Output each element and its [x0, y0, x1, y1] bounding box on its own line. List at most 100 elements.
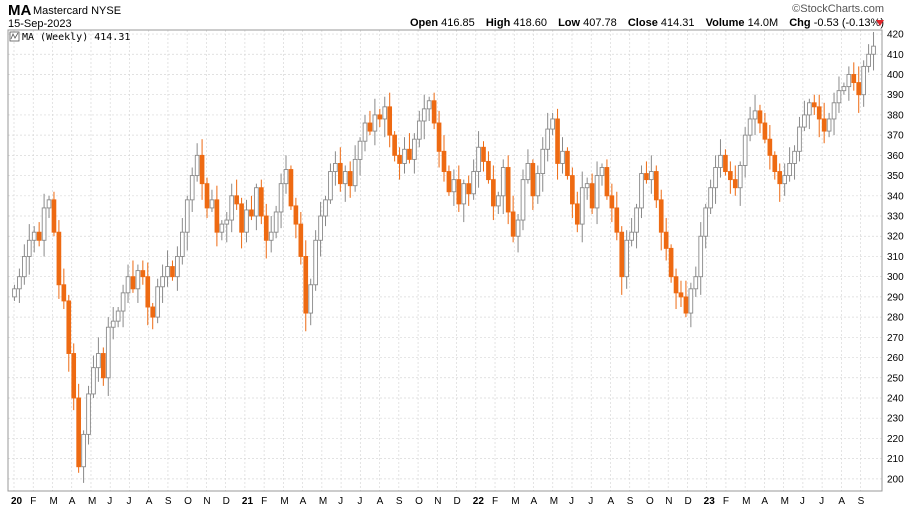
candle-body	[540, 148, 546, 175]
y-tick-label: 420	[887, 30, 904, 41]
y-tick-label: 380	[887, 110, 904, 121]
candle-body	[333, 162, 338, 172]
candle-body	[382, 106, 388, 120]
candle-body	[115, 310, 121, 322]
x-tick-label: 20	[11, 496, 23, 507]
candle-body	[619, 231, 625, 278]
candle-body	[71, 353, 77, 399]
candle-body	[293, 205, 299, 225]
company-name: Mastercard NYSE	[33, 5, 122, 17]
candle-body	[397, 154, 402, 164]
ohlc-readout: Open 416.85 High 418.60 Low 407.78 Close…	[402, 17, 884, 29]
candle-body	[254, 187, 259, 217]
candle-body	[668, 247, 674, 278]
candle-body	[821, 118, 827, 132]
x-tick-label: A	[607, 496, 614, 507]
candle-body	[387, 106, 393, 136]
x-tick-label: D	[223, 496, 230, 507]
candle-body	[752, 110, 758, 120]
candle-body	[713, 167, 718, 189]
candle-body	[145, 276, 151, 308]
candle-body	[491, 179, 496, 207]
candle-body	[471, 171, 476, 195]
candle-body	[150, 306, 156, 318]
x-tick-label: J	[819, 496, 824, 507]
low-value: 407.78	[583, 17, 617, 29]
candle-body	[772, 154, 778, 172]
candle-body	[244, 209, 249, 233]
candle-body	[836, 90, 842, 104]
candle-body	[91, 367, 96, 395]
candle-body	[747, 118, 753, 136]
candle-body	[12, 288, 17, 298]
x-tick-label: F	[723, 496, 729, 507]
down-triangle-icon	[876, 20, 884, 26]
candle-body	[708, 187, 713, 209]
volume-value: 14.0M	[747, 17, 779, 29]
candle-body	[249, 209, 254, 217]
candle-body	[101, 353, 106, 379]
y-tick-label: 360	[887, 151, 904, 162]
x-tick-label: D	[454, 496, 461, 507]
y-tick-label: 230	[887, 414, 904, 425]
x-tick-label: A	[761, 496, 768, 507]
x-tick-label: O	[415, 496, 423, 507]
x-tick-label: A	[146, 496, 153, 507]
candle-body	[856, 82, 862, 96]
candle-body	[737, 165, 743, 189]
candle-body	[318, 215, 323, 241]
x-tick-label: J	[800, 496, 805, 507]
candle-body	[683, 296, 689, 314]
candle-body	[456, 179, 462, 205]
x-tick-label: J	[126, 496, 131, 507]
y-tick-label: 320	[887, 232, 904, 243]
x-tick-label: 22	[473, 496, 485, 507]
y-tick-label: 280	[887, 313, 904, 324]
candle-body	[728, 171, 733, 181]
plot-frame	[7, 29, 883, 492]
candle-body	[510, 211, 516, 237]
candle-body	[407, 148, 412, 160]
y-tick-label: 370	[887, 131, 904, 142]
chg-label: Chg	[789, 17, 811, 29]
candle-body	[787, 162, 792, 177]
candle-body	[535, 173, 541, 197]
candle-body	[298, 223, 304, 257]
x-tick-label: N	[434, 496, 441, 507]
candle-body	[446, 171, 452, 193]
candle-body	[160, 276, 165, 288]
x-tick-label: J	[357, 496, 362, 507]
x-tick-label: M	[550, 496, 558, 507]
candle-body	[46, 199, 52, 209]
y-tick-label: 340	[887, 191, 904, 202]
chart-header: MA Mastercard NYSE 15-Sep-2023 ©StockCha…	[0, 0, 914, 30]
open-label: Open	[409, 17, 439, 29]
candle-body	[22, 256, 27, 278]
candle-body	[653, 171, 659, 201]
y-tick-label: 290	[887, 292, 904, 303]
candle-body	[584, 183, 590, 189]
candle-body	[416, 120, 422, 140]
candle-body	[263, 215, 269, 241]
candle-body	[258, 187, 264, 217]
y-tick-label: 410	[887, 50, 904, 61]
candles	[12, 32, 876, 483]
candle-body	[352, 158, 358, 187]
candle-body	[239, 203, 244, 233]
candle-body	[135, 270, 141, 290]
candle-body	[36, 231, 42, 241]
candle-body	[525, 162, 531, 181]
candle-body	[431, 100, 437, 124]
candle-body	[308, 284, 314, 314]
candle-body	[224, 219, 230, 225]
x-tick-label: M	[319, 496, 327, 507]
candle-body	[816, 106, 822, 120]
candle-body	[342, 171, 348, 185]
candle-body	[861, 65, 866, 96]
candle-body	[313, 239, 318, 286]
x-tick-label: M	[742, 496, 750, 507]
x-tick-label: J	[107, 496, 112, 507]
candle-body	[624, 239, 630, 278]
candle-body	[466, 183, 472, 195]
